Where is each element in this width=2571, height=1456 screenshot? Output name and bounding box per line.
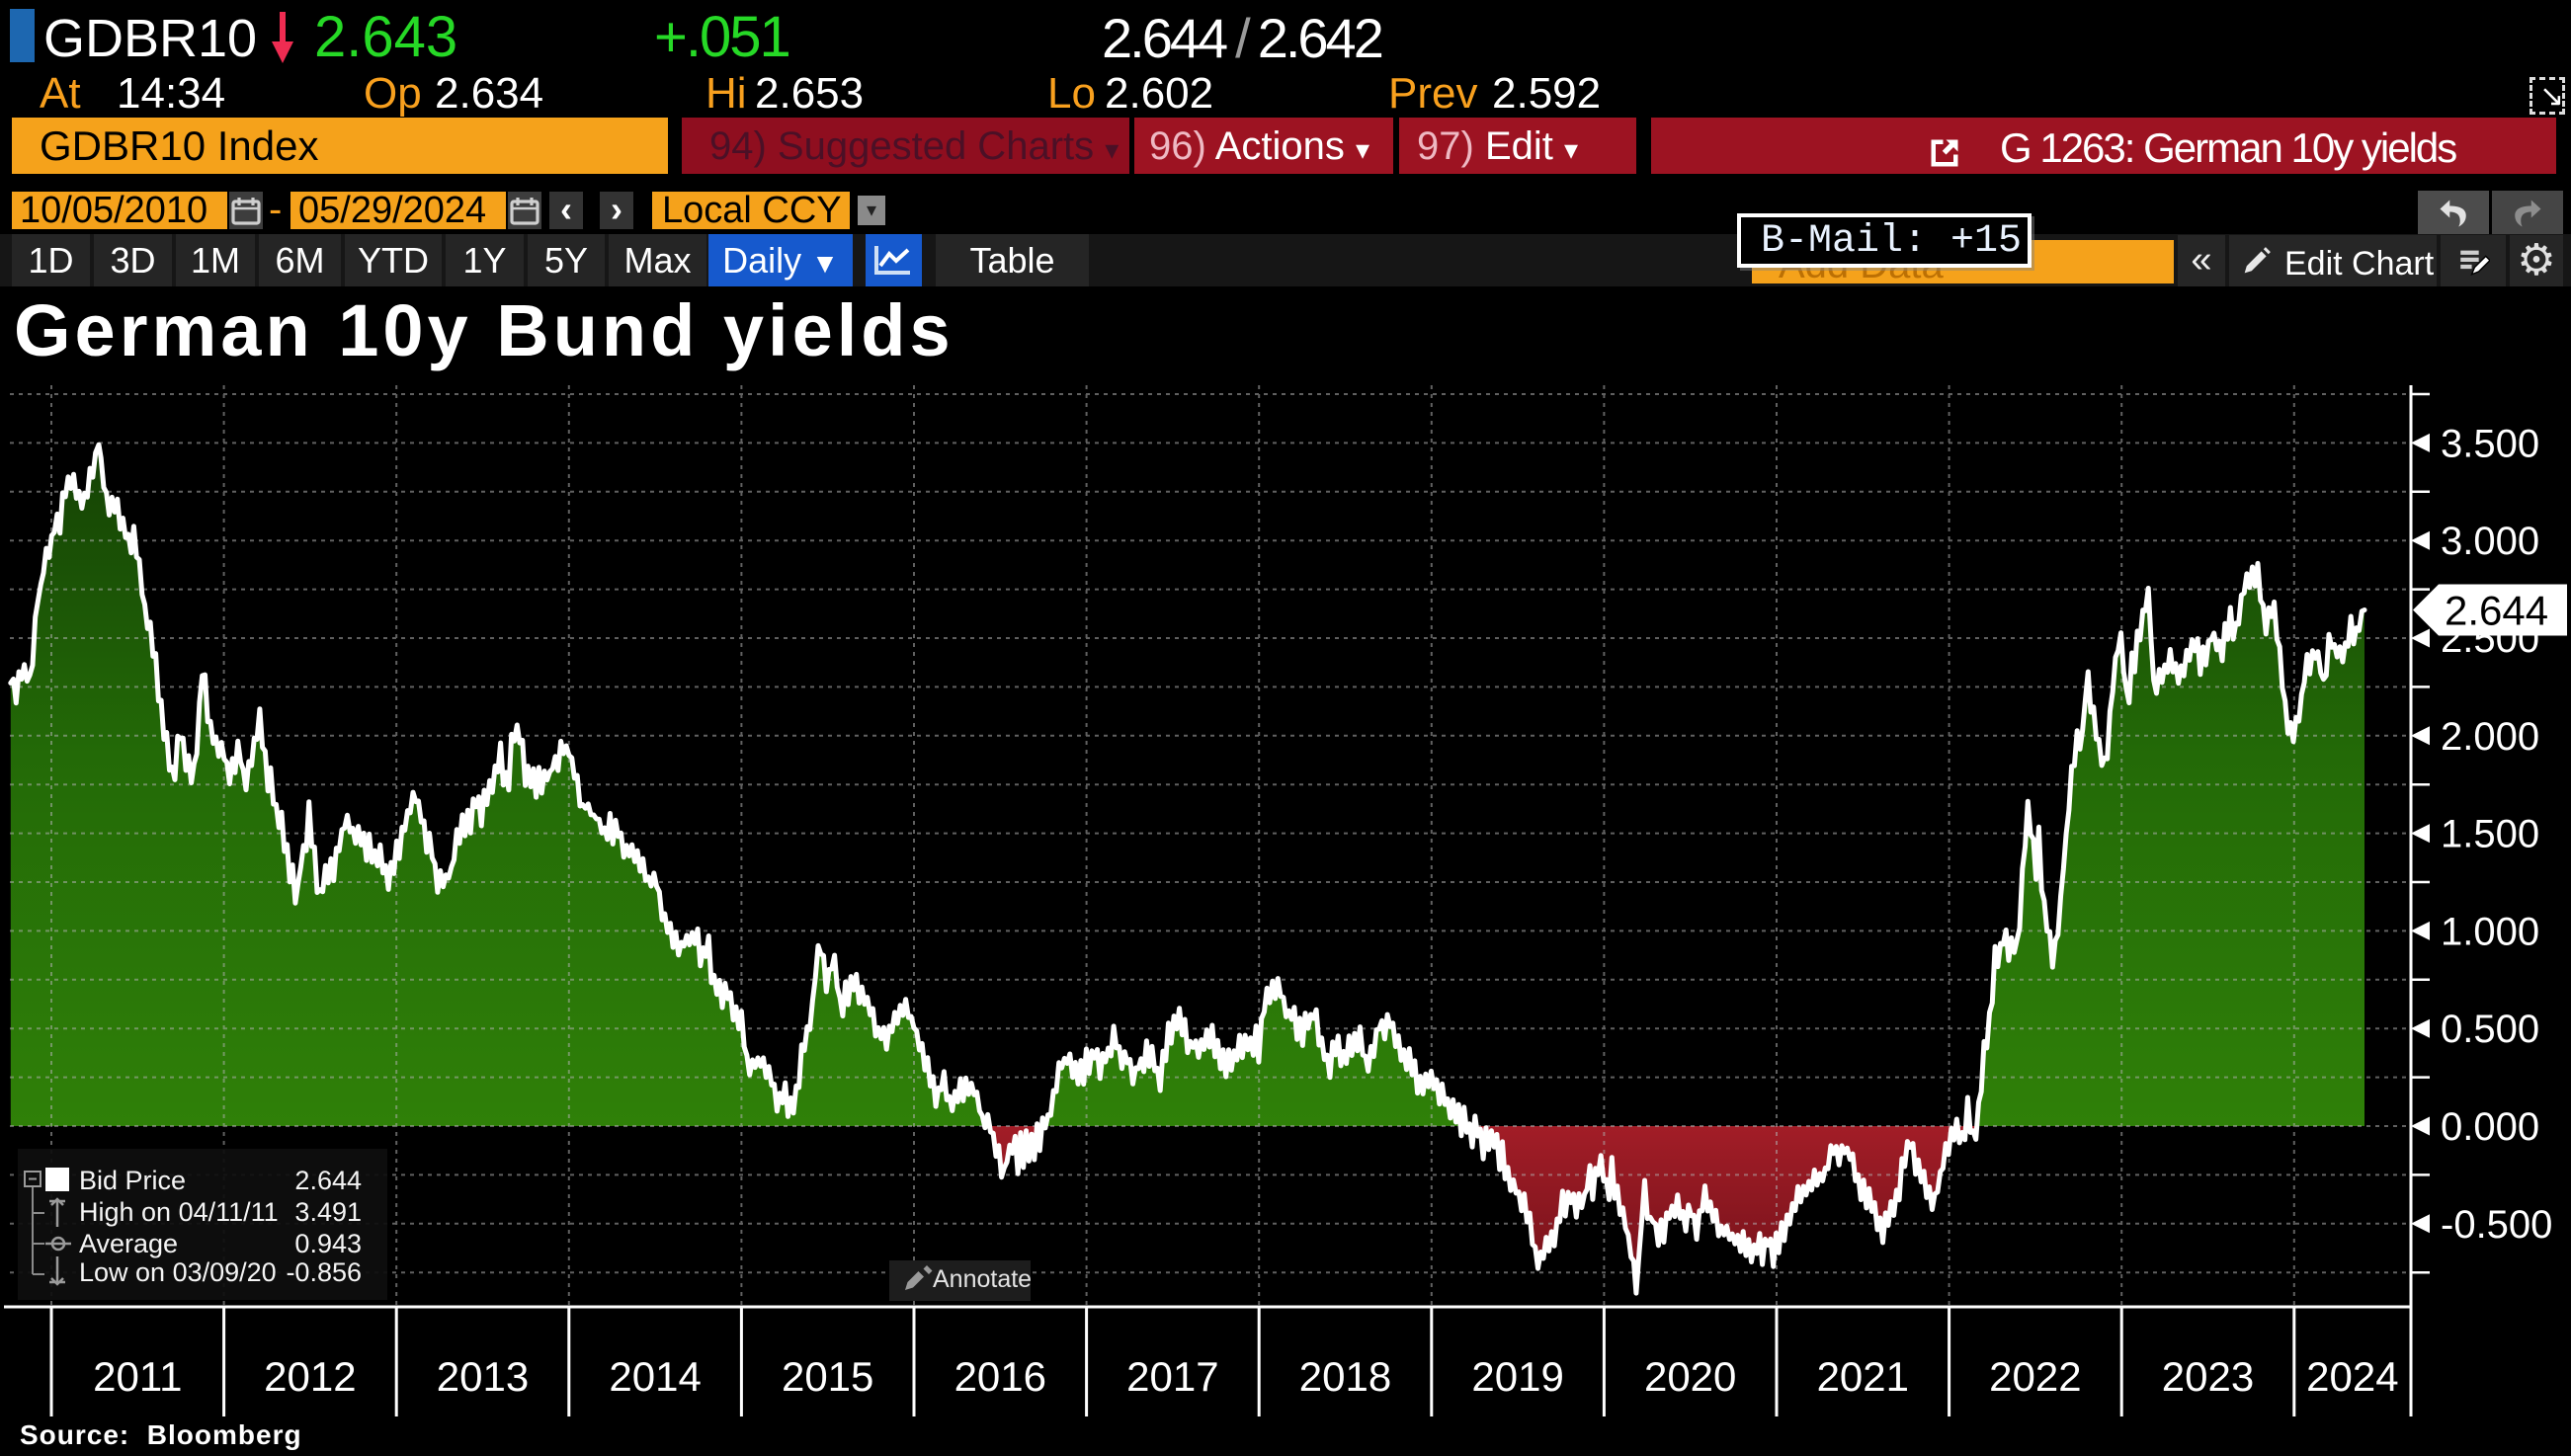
svg-text:Low on 03/09/20: Low on 03/09/20 (79, 1257, 277, 1287)
svg-text:2024: 2024 (2306, 1353, 2398, 1400)
svg-text:0.000: 0.000 (2441, 1105, 2539, 1149)
svg-text:2015: 2015 (782, 1353, 873, 1400)
svg-text:2022: 2022 (1989, 1353, 2081, 1400)
svg-text:-0.500: -0.500 (2441, 1203, 2552, 1247)
svg-text:2.644: 2.644 (294, 1166, 362, 1195)
svg-text:Bid Price: Bid Price (79, 1166, 186, 1195)
svg-text:Average: Average (79, 1229, 178, 1258)
svg-text:2019: 2019 (1471, 1353, 1563, 1400)
svg-text:1.000: 1.000 (2441, 910, 2539, 953)
svg-text:2014: 2014 (609, 1353, 701, 1400)
svg-text:3.491: 3.491 (294, 1197, 362, 1227)
svg-text:2020: 2020 (1644, 1353, 1736, 1400)
svg-text:2013: 2013 (437, 1353, 529, 1400)
svg-text:2012: 2012 (264, 1353, 356, 1400)
svg-text:2011: 2011 (93, 1353, 182, 1400)
svg-text:-0.856: -0.856 (286, 1257, 362, 1287)
svg-text:2017: 2017 (1126, 1353, 1218, 1400)
svg-text:0.500: 0.500 (2441, 1008, 2539, 1051)
svg-text:3.500: 3.500 (2441, 422, 2539, 465)
svg-text:1.500: 1.500 (2441, 813, 2539, 856)
svg-text:2.000: 2.000 (2441, 715, 2539, 759)
svg-text:3.000: 3.000 (2441, 520, 2539, 563)
svg-text:2.644: 2.644 (2445, 588, 2548, 634)
svg-text:2018: 2018 (1299, 1353, 1391, 1400)
svg-text:2016: 2016 (954, 1353, 1046, 1400)
svg-text:2023: 2023 (2162, 1353, 2254, 1400)
svg-text:2021: 2021 (1817, 1353, 1909, 1400)
svg-text:Annotate: Annotate (933, 1265, 1032, 1293)
svg-text:High on 04/11/11: High on 04/11/11 (79, 1197, 279, 1227)
svg-text:0.943: 0.943 (294, 1229, 362, 1258)
